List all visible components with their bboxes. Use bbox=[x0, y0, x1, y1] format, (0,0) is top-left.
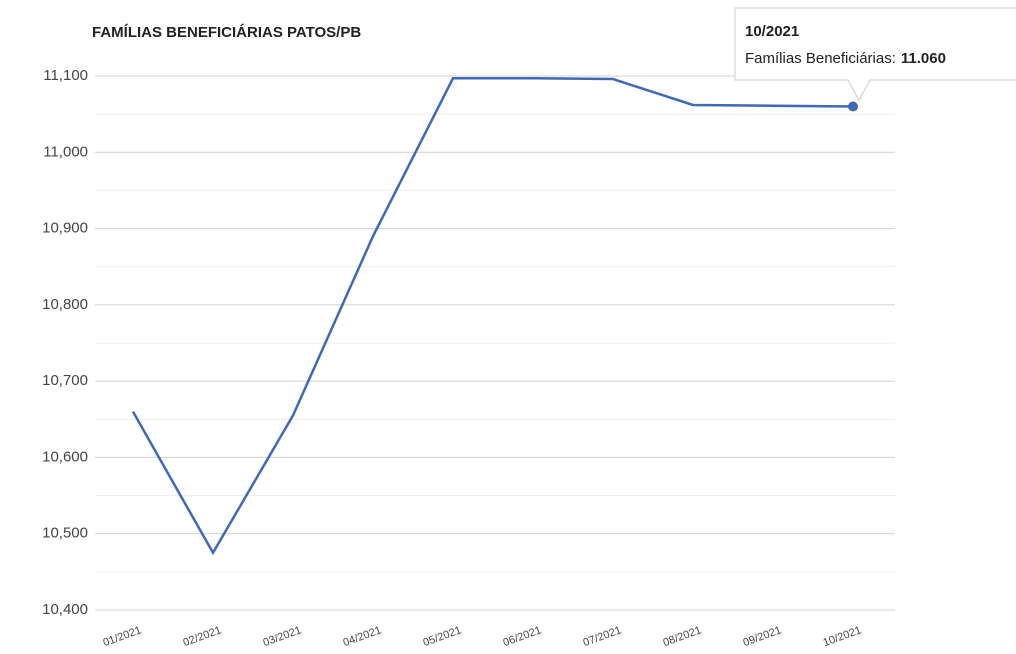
tooltip-value: 11.060 bbox=[901, 50, 946, 67]
chart-title: FAMÍLIAS BENEFICIÁRIAS PATOS/PB bbox=[92, 24, 361, 41]
x-tick-label: 02/2021 bbox=[182, 624, 223, 649]
x-tick-label: 04/2021 bbox=[342, 624, 383, 649]
y-tick-label: 10,900 bbox=[42, 220, 88, 237]
tooltip-box bbox=[734, 7, 1016, 102]
y-tick-label: 10,700 bbox=[42, 372, 88, 389]
x-tick-label: 09/2021 bbox=[742, 624, 783, 649]
x-tick-label: 07/2021 bbox=[582, 624, 623, 649]
y-tick-label: 10,500 bbox=[42, 525, 88, 542]
tooltip: 10/2021 Famílias Beneficiárias: 11.060 bbox=[734, 7, 1016, 112]
y-tick-label: 10,800 bbox=[42, 296, 88, 313]
y-tick-label: 10,400 bbox=[42, 601, 88, 618]
y-tick-label: 10,600 bbox=[42, 448, 88, 465]
x-tick-label: 08/2021 bbox=[662, 624, 703, 649]
tooltip-title: 10/2021 bbox=[745, 23, 799, 40]
x-tick-label: 05/2021 bbox=[422, 624, 463, 649]
x-tick-label: 10/2021 bbox=[822, 624, 863, 649]
line bbox=[131, 77, 854, 556]
x-tick-label: 01/2021 bbox=[102, 624, 143, 649]
highlight-point bbox=[848, 101, 858, 112]
tooltip-label: Famílias Beneficiárias: bbox=[745, 50, 896, 67]
x-tick-label: 06/2021 bbox=[502, 624, 543, 649]
y-tick-label: 11,000 bbox=[43, 143, 88, 160]
y-tick-label: 11,100 bbox=[43, 67, 88, 84]
x-tick-label: 03/2021 bbox=[262, 624, 303, 649]
tooltip-text: Famílias Beneficiárias: 11.060 bbox=[745, 50, 946, 67]
